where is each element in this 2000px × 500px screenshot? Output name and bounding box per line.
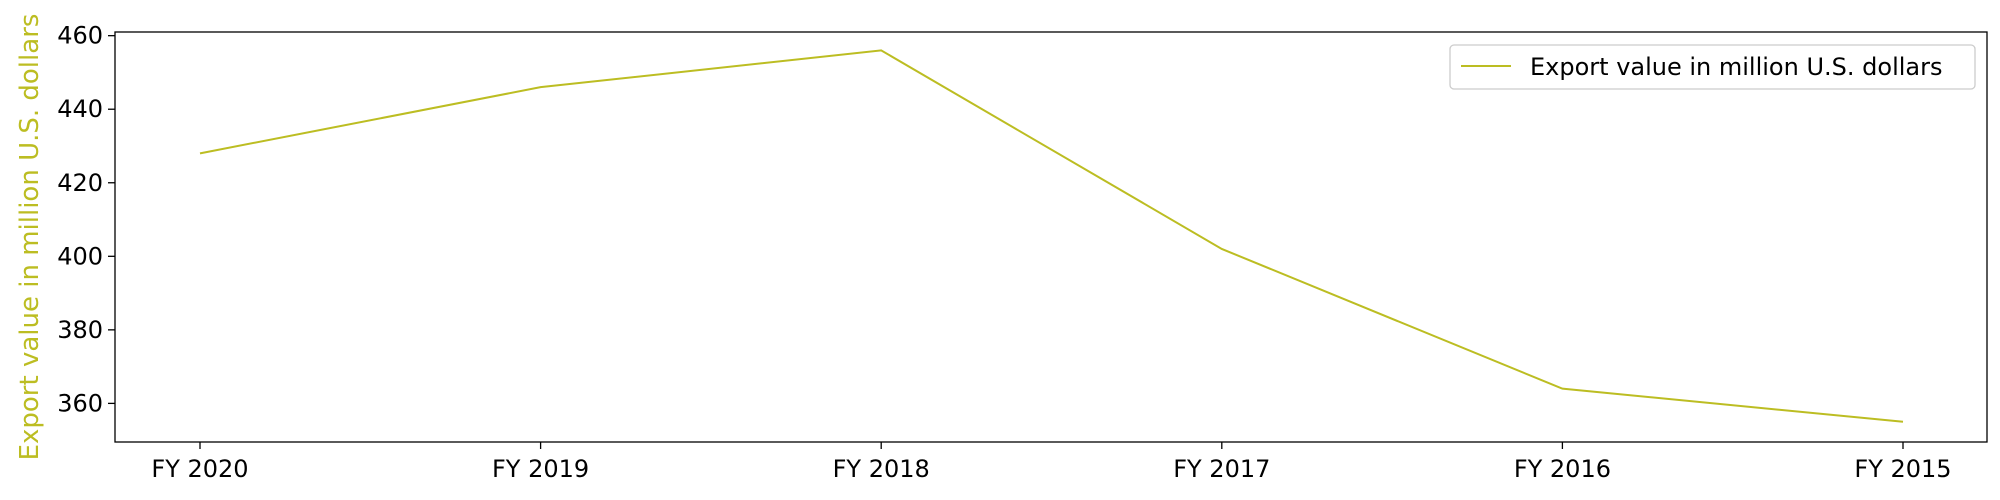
- y-tick-label: 400: [57, 242, 103, 270]
- y-tick-label: 380: [57, 316, 103, 344]
- legend-box: [1449, 44, 1976, 90]
- x-axis: FY 2020 FY 2019 FY 2018 FY 2017 FY 2016 FY 20…: [151, 442, 1952, 483]
- y-tick-label: 420: [57, 169, 103, 197]
- x-tick-label: FY 2019: [492, 455, 589, 483]
- y-tick-label: 360: [57, 389, 103, 417]
- y-tick-label: 440: [57, 95, 103, 123]
- y-axis: 360 380 400 420 440 460: [57, 22, 115, 417]
- x-tick-label: FY 2016: [1514, 455, 1611, 483]
- x-tick-label: FY 2015: [1854, 455, 1951, 483]
- x-tick-label: FY 2017: [1173, 455, 1270, 483]
- plot-area-frame: [114, 31, 1988, 443]
- x-tick-label: FY 2018: [833, 455, 930, 483]
- series-line: [199, 49, 1904, 423]
- y-tick-label: 460: [57, 22, 103, 50]
- legend: Export value in million U.S. dollars: [1449, 44, 1976, 90]
- y-axis-title: Export value in million U.S. dollars: [15, 14, 45, 461]
- legend-label: Export value in million U.S. dollars: [1530, 53, 1942, 81]
- x-tick-label: FY 2020: [151, 455, 248, 483]
